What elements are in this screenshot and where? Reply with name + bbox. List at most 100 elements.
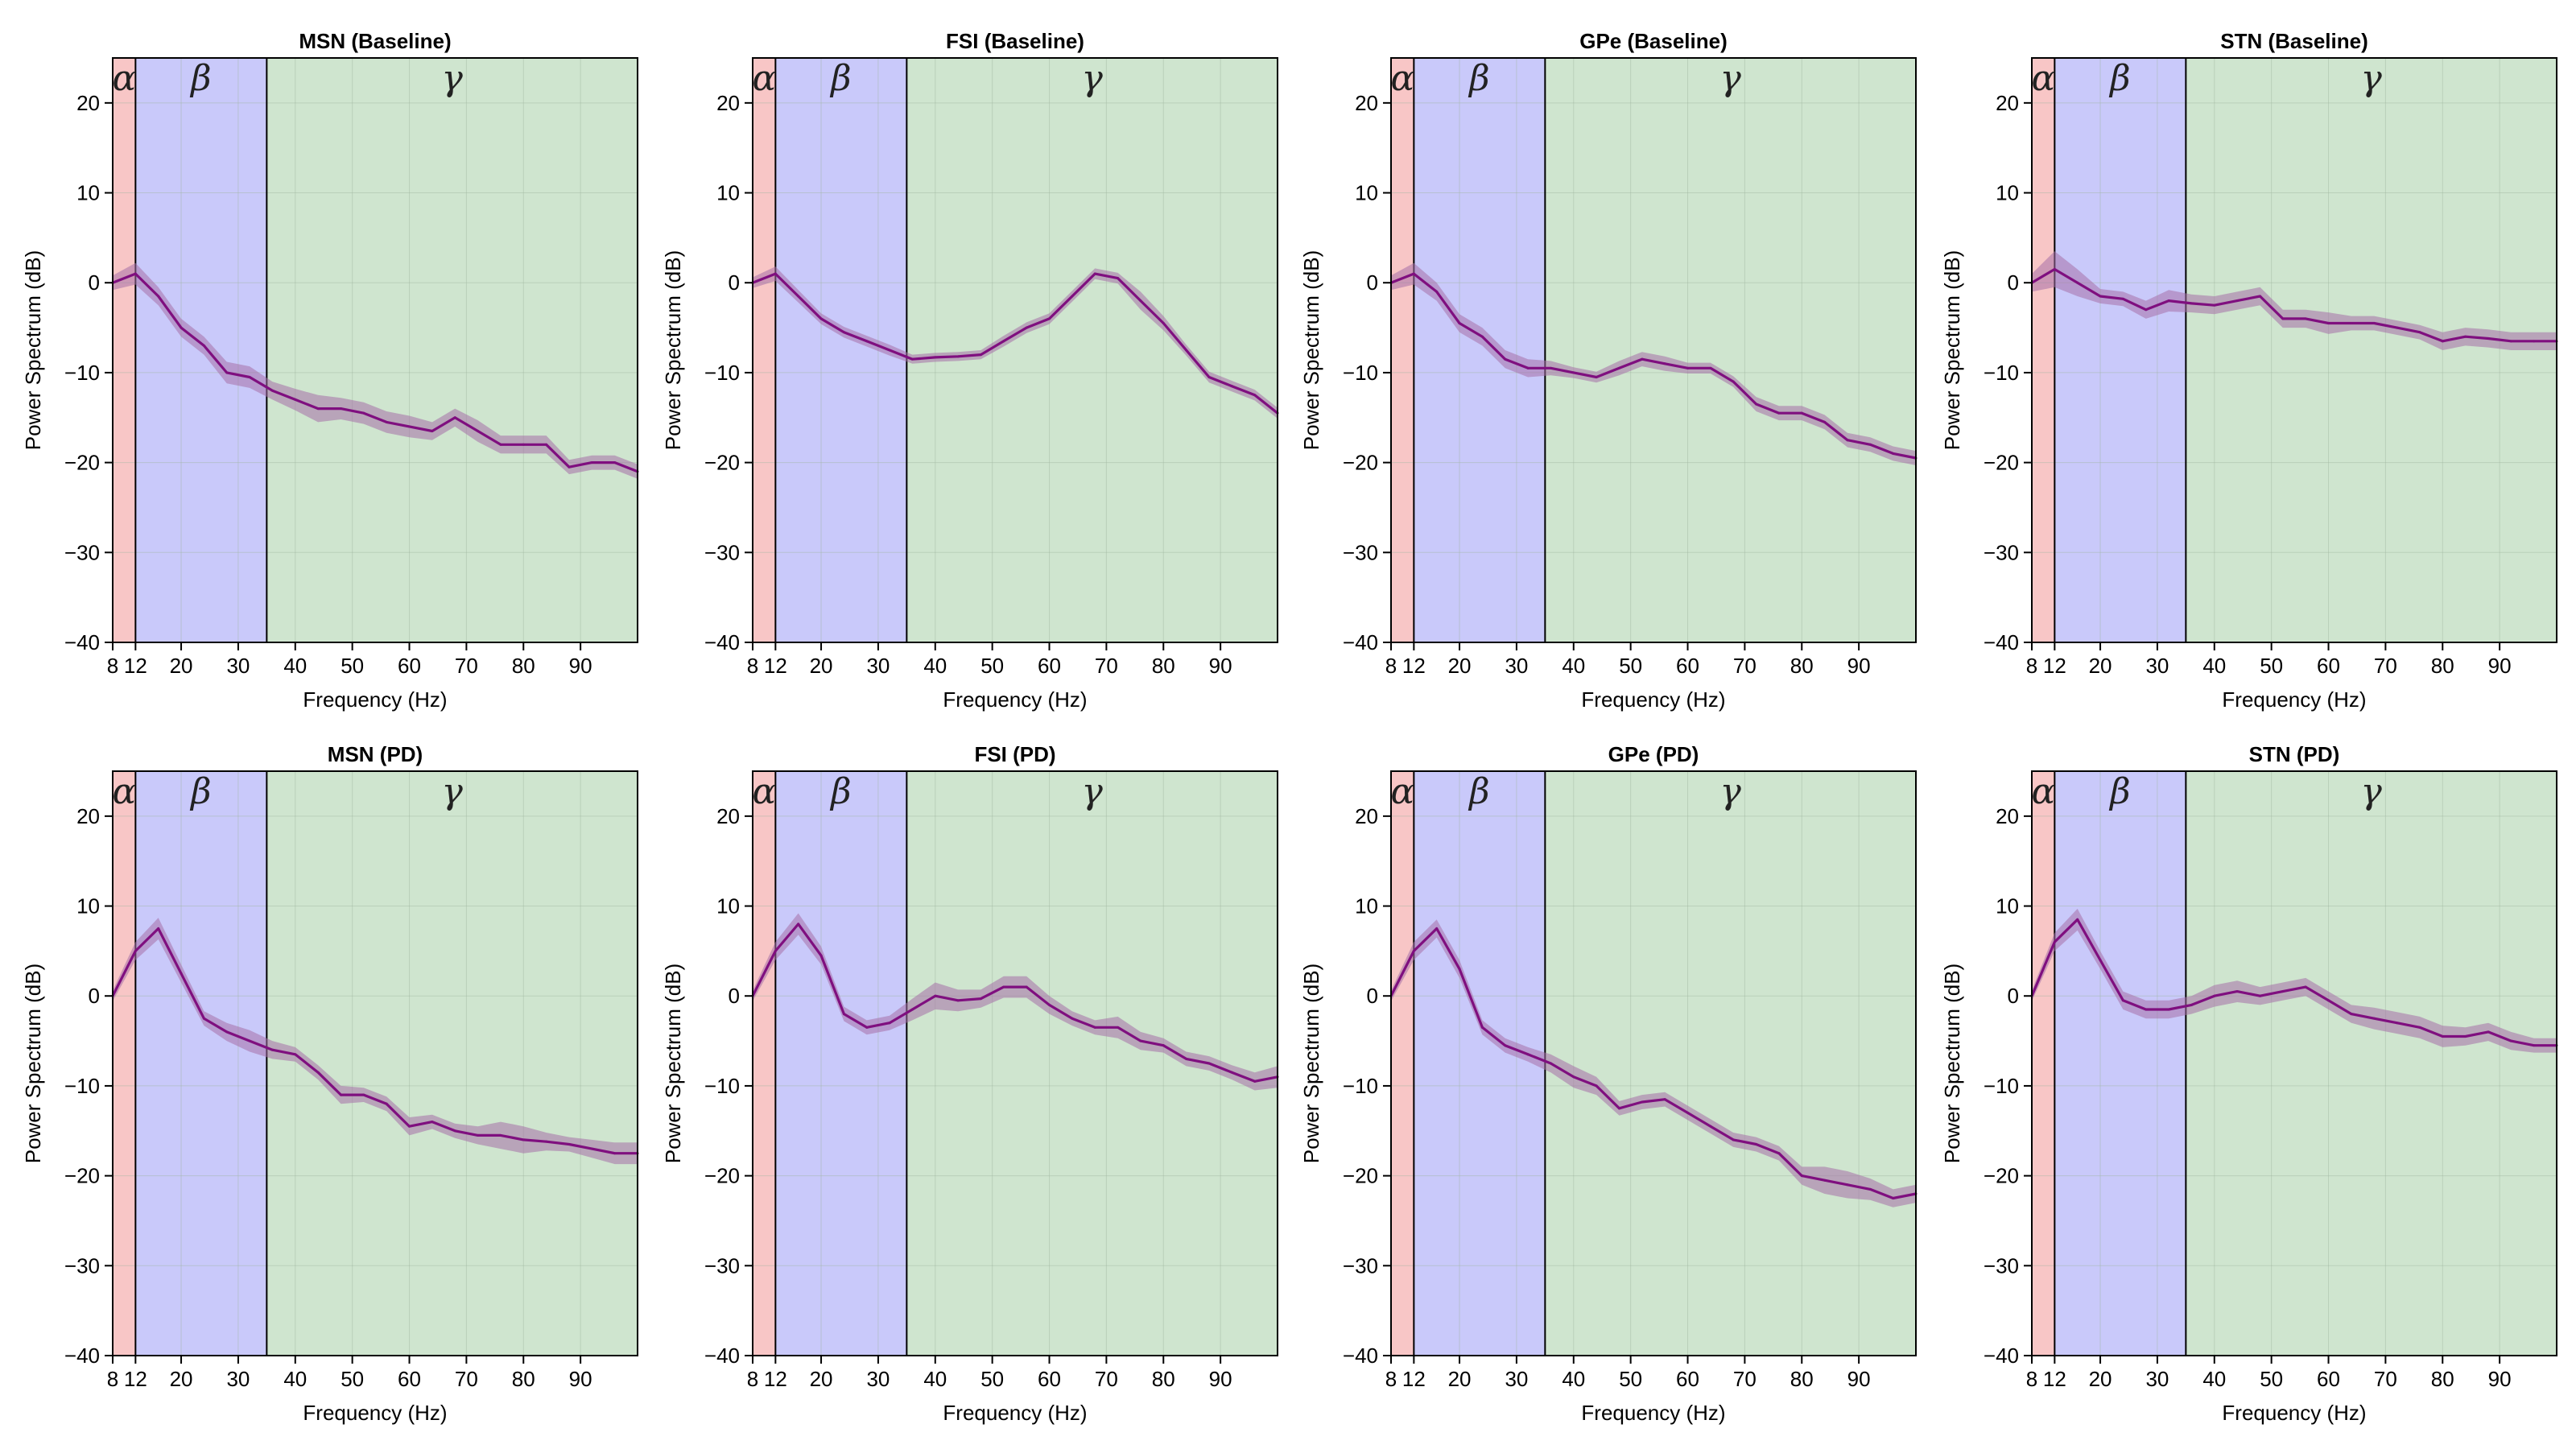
data-point (2487, 1030, 2490, 1034)
data-point (2145, 1008, 2148, 1011)
data-point (568, 1143, 571, 1146)
x-tick-label: 90 (1209, 1367, 1232, 1391)
x-tick-label: 40 (1562, 654, 1585, 678)
band-label-gamma: γ (1082, 771, 1104, 812)
data-point (1139, 299, 1142, 303)
data-point (797, 923, 800, 926)
data-point (819, 317, 823, 320)
y-tick-label: −40 (1984, 630, 2019, 654)
subplot-7: α β γ 8 12 20 30 40 50 60 70 80 90 −40 −30 −20 −10 0 10 20 S… (1940, 742, 2558, 1425)
x-tick-label: 70 (455, 654, 478, 678)
data-point (1709, 1125, 1712, 1128)
band-label-gamma: γ (1720, 58, 1742, 99)
data-point (2350, 321, 2353, 324)
data-point (1526, 366, 1530, 369)
data-point (1823, 1178, 1827, 1182)
y-tick-label: 10 (76, 181, 100, 205)
data-point (1253, 394, 1257, 397)
band-alpha (2032, 58, 2055, 642)
x-tick-label: 80 (1152, 654, 1175, 678)
y-tick-label: −10 (704, 361, 740, 385)
band-label-beta: β (2108, 58, 2130, 99)
data-point (157, 295, 160, 298)
band-gamma (1545, 58, 1916, 642)
data-point (2121, 297, 2124, 300)
data-point (1048, 1003, 1051, 1006)
band-beta (775, 771, 907, 1356)
data-point (1071, 1017, 1074, 1020)
data-point (2145, 308, 2148, 312)
data-point (2235, 990, 2239, 993)
data-point (979, 353, 982, 357)
band-gamma (2186, 58, 2557, 642)
data-point (2099, 295, 2102, 298)
plot-frame (752, 770, 1278, 1356)
data-point (934, 994, 937, 997)
data-point (2258, 295, 2261, 298)
plot-frame (1390, 57, 1917, 643)
data-point (339, 407, 342, 411)
y-tick-label: −20 (1984, 1164, 2019, 1188)
data-point (2235, 299, 2239, 303)
data-point (202, 344, 205, 347)
data-point (1093, 1026, 1096, 1029)
data-point (1480, 1026, 1484, 1029)
band-label-alpha: α (752, 771, 776, 812)
subplot-title: FSI (Baseline) (946, 29, 1084, 53)
x-axis-label: Frequency (Hz) (2222, 687, 2366, 712)
x-tick-label: 40 (923, 1367, 947, 1391)
y-tick-label: 0 (1367, 984, 1378, 1008)
x-tick-label: 8 (107, 1367, 118, 1391)
data-point (157, 927, 160, 930)
x-tick-label: 60 (398, 654, 421, 678)
ci-band (753, 913, 1278, 1091)
series-line (2030, 918, 2557, 1047)
y-tick-label: −10 (1984, 361, 2019, 385)
data-point (522, 443, 525, 446)
data-point (499, 1133, 502, 1137)
x-tick-label: 20 (170, 654, 193, 678)
x-axis-label: Frequency (Hz) (943, 1401, 1087, 1425)
plot-frame (112, 57, 638, 643)
data-point (1709, 366, 1712, 369)
data-point (1617, 1107, 1620, 1110)
x-tick-label: 30 (226, 1367, 250, 1391)
y-tick-label: 20 (1996, 91, 2019, 115)
band-gamma (2186, 771, 2557, 1356)
data-point (1480, 335, 1484, 338)
data-point (1777, 1152, 1781, 1155)
x-tick-label: 12 (1402, 1367, 1426, 1391)
subplot-4: α β γ 8 12 20 30 40 50 60 70 80 90 −40 −30 −20 −10 0 10 20 M… (21, 742, 639, 1425)
subplot-0: α β γ 8 12 20 30 40 50 60 70 80 90 −40 −30 −20 −10 0 10 20 M… (21, 29, 639, 712)
x-tick-label: 80 (512, 654, 535, 678)
x-tick-label: 12 (2043, 1367, 2066, 1391)
x-tick-label: 12 (764, 654, 787, 678)
band-alpha (1391, 771, 1414, 1356)
data-point (1458, 321, 1461, 324)
data-point (1549, 1062, 1552, 1065)
y-axis-label: Power Spectrum (dB) (661, 964, 685, 1164)
band-gamma (906, 58, 1278, 642)
band-alpha (2032, 771, 2055, 1356)
x-tick-label: 12 (1402, 654, 1426, 678)
y-axis-label: Power Spectrum (dB) (1299, 964, 1323, 1164)
data-point (2372, 1017, 2376, 1020)
data-point (590, 1147, 593, 1150)
x-tick-label: 60 (1676, 654, 1699, 678)
x-tick-label: 30 (226, 654, 250, 678)
x-tick-label: 8 (2026, 654, 2037, 678)
series-line (751, 923, 1278, 1083)
series-line (752, 272, 1278, 415)
band-label-beta: β (829, 58, 851, 99)
x-axis-label: Frequency (Hz) (943, 687, 1087, 712)
data-point (865, 1026, 869, 1029)
data-point (2190, 302, 2193, 305)
y-tick-label: −20 (1984, 451, 2019, 475)
x-tick-label: 60 (1038, 654, 1061, 678)
data-point (202, 1017, 205, 1020)
x-tick-label: 70 (2374, 1367, 2397, 1391)
band-alpha (113, 771, 136, 1356)
data-point (956, 999, 960, 1002)
y-tick-label: −30 (64, 1253, 100, 1278)
